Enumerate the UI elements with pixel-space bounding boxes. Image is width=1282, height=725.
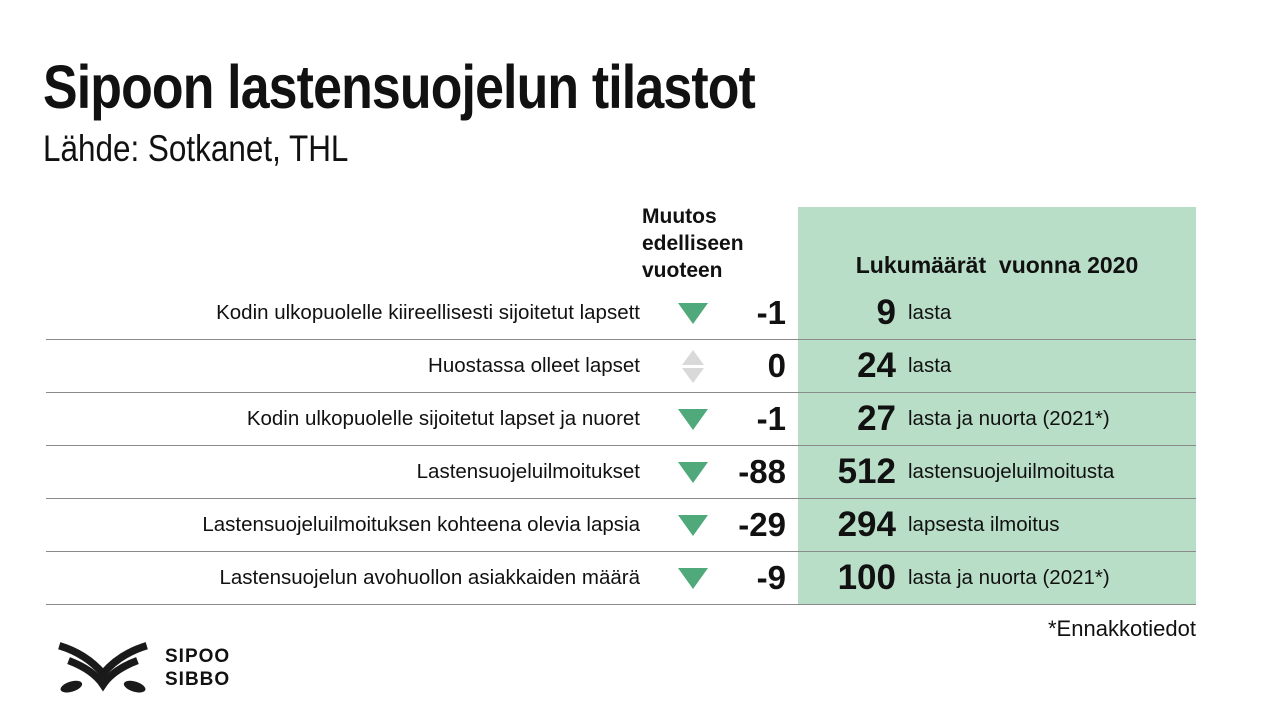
count-unit: lasta ja nuorta (2021*) <box>908 566 1110 589</box>
footnote: *Ennakkotiedot <box>1048 616 1196 641</box>
count-value: 27 <box>857 399 896 438</box>
trend-cell <box>668 552 718 604</box>
trend-down-icon <box>678 408 708 430</box>
page-title: Sipoon lastensuojelun tilastot <box>43 53 756 121</box>
count-cell: 512 lastensuojeluilmoitusta <box>798 446 1196 498</box>
count-unit: lasta ja nuorta (2021*) <box>908 407 1110 430</box>
change-column-header: Muutos edelliseen vuoteen <box>642 205 744 282</box>
trend-down-icon <box>678 461 708 483</box>
change-value: -29 <box>738 506 786 543</box>
count-value: 9 <box>876 293 896 332</box>
change-value: -88 <box>738 453 786 490</box>
table-row: Huostassa olleet lapset 0 24 lasta <box>46 340 1196 393</box>
trend-down-icon <box>678 302 708 324</box>
indicator-label: Kodin ulkopuolelle sijoitetut lapset ja … <box>246 407 640 430</box>
logo-text: SIPOO SIBBO <box>165 645 230 691</box>
count-cell: 100 lasta ja nuorta (2021*) <box>798 552 1196 604</box>
count-unit: lasta <box>908 354 952 377</box>
table-header-row: Muutos edelliseen vuoteen Lukumäärät vuo… <box>46 205 1196 287</box>
count-unit: lapsesta ilmoitus <box>908 513 1060 536</box>
trend-cell <box>668 287 718 339</box>
table-row: Lastensuojelun avohuollon asiakkaiden mä… <box>46 552 1196 605</box>
count-cell: 294 lapsesta ilmoitus <box>798 499 1196 551</box>
table-row: Kodin ulkopuolelle sijoitetut lapset ja … <box>46 393 1196 446</box>
sipoo-logo-mark-icon <box>58 642 148 693</box>
logo-text-sv: SIBBO <box>165 669 231 690</box>
change-value: 0 <box>767 347 786 384</box>
count-value: 24 <box>857 346 896 385</box>
table-row: Lastensuojeluilmoitukset -88 512 lastens… <box>46 446 1196 499</box>
trend-flat-icon <box>682 349 704 383</box>
trend-cell <box>668 393 718 445</box>
count-unit: lasta <box>908 301 952 324</box>
table-row: Lastensuojeluilmoituksen kohteena olevia… <box>46 499 1196 552</box>
trend-down-icon <box>678 514 708 536</box>
change-value: -1 <box>756 400 786 437</box>
change-value: -9 <box>756 559 786 596</box>
count-cell: 27 lasta ja nuorta (2021*) <box>798 393 1196 445</box>
statistics-table: Muutos edelliseen vuoteen Lukumäärät vuo… <box>46 205 1196 605</box>
trend-cell <box>668 446 718 498</box>
logo-text-fi: SIPOO <box>165 646 231 667</box>
source-line: Lähde: Sotkanet, THL <box>43 128 349 169</box>
header-spacer <box>46 207 655 287</box>
count-value: 512 <box>837 452 896 491</box>
count-column-header: Lukumäärät vuonna 2020 <box>798 207 1196 287</box>
change-value: -1 <box>756 294 786 331</box>
count-value: 294 <box>837 505 896 544</box>
sipoo-logo: SIPOO SIBBO <box>55 641 230 695</box>
table-row: Kodin ulkopuolelle kiireellisesti sijoit… <box>46 287 1196 340</box>
trend-cell <box>668 499 718 551</box>
count-value: 100 <box>837 558 896 597</box>
indicator-label: Lastensuojeluilmoitukset <box>416 460 640 483</box>
count-cell: 24 lasta <box>798 340 1196 392</box>
indicator-label: Lastensuojeluilmoituksen kohteena olevia… <box>202 513 640 536</box>
trend-down-icon <box>678 567 708 589</box>
indicator-label: Huostassa olleet lapset <box>428 354 640 377</box>
trend-cell <box>668 340 718 392</box>
count-cell: 9 lasta <box>798 287 1196 339</box>
count-unit: lastensuojeluilmoitusta <box>908 460 1115 483</box>
indicator-label: Kodin ulkopuolelle kiireellisesti sijoit… <box>216 301 640 324</box>
indicator-label: Lastensuojelun avohuollon asiakkaiden mä… <box>219 566 640 589</box>
